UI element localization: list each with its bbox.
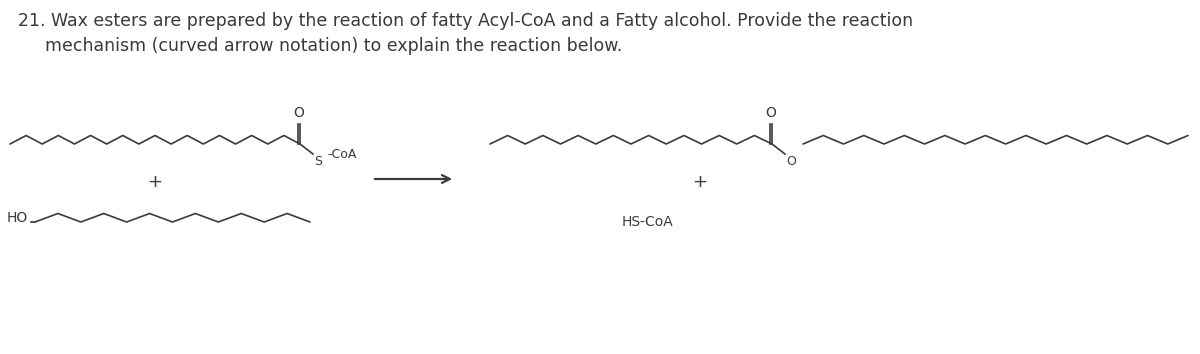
Text: O: O xyxy=(786,155,797,168)
Text: O: O xyxy=(294,106,305,120)
Text: HS-CoA: HS-CoA xyxy=(622,215,673,229)
Text: S: S xyxy=(314,155,322,168)
Text: HO: HO xyxy=(7,211,29,225)
Text: +: + xyxy=(148,173,162,191)
Text: 21. Wax esters are prepared by the reaction of fatty Acyl-CoA and a Fatty alcoho: 21. Wax esters are prepared by the react… xyxy=(18,12,913,30)
Text: +: + xyxy=(692,173,708,191)
Text: -CoA: -CoA xyxy=(326,148,356,160)
Text: mechanism (curved arrow notation) to explain the reaction below.: mechanism (curved arrow notation) to exp… xyxy=(46,37,623,55)
Text: O: O xyxy=(766,106,776,120)
